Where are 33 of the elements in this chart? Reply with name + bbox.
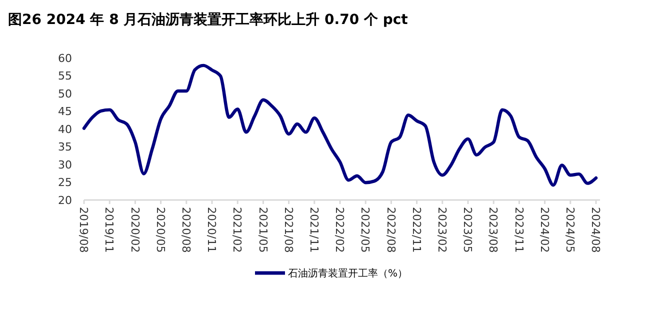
x-tick-label: 2021/05 [256, 207, 270, 253]
x-tick-label: 2021/08 [282, 207, 295, 253]
x-tick-label: 2019/11 [102, 207, 116, 253]
y-tick-label: 60 [58, 52, 72, 65]
legend-label: 石油沥青装置开工率（%） [288, 268, 408, 280]
y-tick-label: 50 [58, 87, 72, 100]
x-tick-label: 2024/02 [538, 207, 551, 253]
x-tick-label: 2020/05 [154, 207, 167, 253]
x-tick-label: 2023/05 [461, 207, 474, 253]
x-tick-label: 2023/11 [512, 207, 526, 253]
x-tick-label: 2020/08 [180, 207, 193, 253]
x-tick-label: 2020/02 [128, 207, 142, 253]
y-tick-label: 25 [58, 176, 72, 190]
y-tick-label: 45 [58, 105, 72, 118]
x-tick-label: 2023/08 [486, 207, 500, 253]
x-tick-label: 2022/08 [384, 207, 398, 253]
x-tick-label: 2024/05 [564, 207, 577, 253]
x-tick-label: 2023/02 [436, 207, 449, 253]
chart-title: 图26 2024 年 8 月石油沥青装置开工率环比上升 0.70 个 pct [8, 11, 408, 28]
y-tick-label: 35 [58, 140, 72, 154]
x-tick-label: 2022/02 [333, 207, 346, 253]
x-tick-label: 2019/08 [77, 207, 90, 253]
y-tick-label: 40 [58, 122, 72, 136]
x-tick-label: 2024/08 [589, 207, 602, 253]
x-tick-label: 2020/11 [205, 207, 218, 253]
x-tick-label: 2022/11 [410, 207, 423, 253]
line-series [82, 64, 598, 187]
x-tick-label: 2022/05 [358, 207, 372, 253]
y-tick-label: 30 [58, 158, 72, 172]
y-tick-label: 55 [58, 70, 72, 83]
x-tick-label: 2021/02 [230, 207, 244, 253]
x-tick-label: 2021/11 [308, 207, 321, 253]
y-tick-label: 20 [58, 194, 72, 207]
